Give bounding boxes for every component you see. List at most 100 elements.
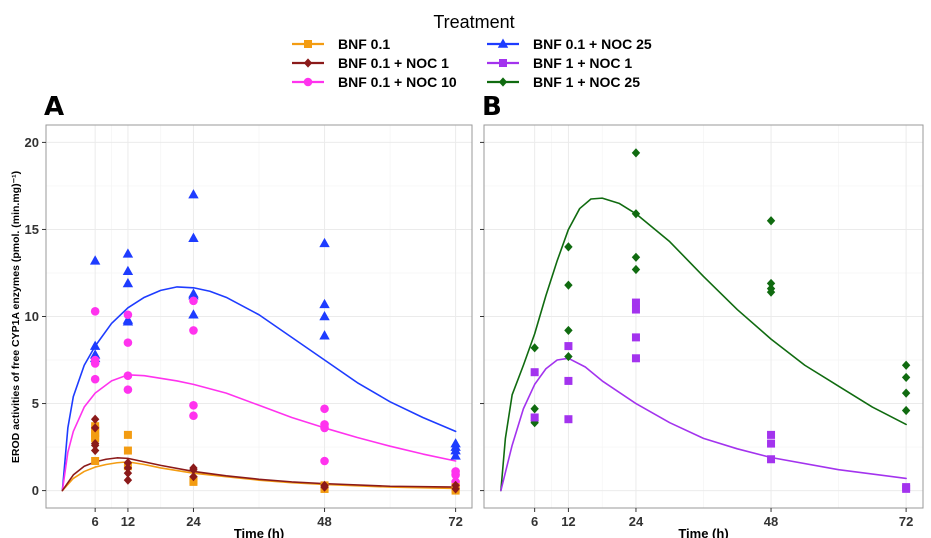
panel-b-curve-bnf-1-noc-25 (500, 197, 907, 492)
panel-a-point-bnf-0-1-noc-25-21 (450, 450, 461, 460)
panel-b-x-tick-label-12: 12 (561, 514, 575, 529)
panel-b-x-tick-label-48: 48 (764, 514, 778, 529)
legend-bnf-0-1-noc-10-label: BNF 0.1 + NOC 10 (338, 74, 457, 90)
panel-a-point-bnf-0-1-noc-10-12 (320, 404, 329, 414)
panel-a-curve-bnf-0-1-noc-10 (61, 374, 457, 492)
panel-b-point-bnf-1-noc-1-4 (564, 415, 573, 424)
panel-b-point-bnf-1-noc-25-0 (530, 343, 539, 353)
panel-b-point-bnf-1-noc-25-1 (530, 404, 539, 414)
panel-b-ticks: 6 12 24 48 72 (480, 141, 913, 529)
panel-a-point-bnf-0-1-noc-25-5 (122, 265, 134, 276)
panel-a-point-bnf-0-1-noc-10-2 (90, 359, 100, 368)
panel-a-x-tick-label-24: 24 (186, 514, 201, 529)
panel-b-x-axis-title: Time (h) (678, 526, 728, 538)
panel-a-y-tick-label-15: 15 (25, 222, 39, 237)
panel-a-point-bnf-0-1-noc-25-20 (450, 445, 461, 455)
panel-a-point-bnf-0-1-7 (123, 446, 132, 455)
panel-b-point-bnf-1-noc-25-11 (631, 264, 641, 275)
panel-a-point-bnf-0-1-noc-1-1 (90, 423, 100, 433)
panel-b-points (530, 148, 911, 493)
panel-a-point-bnf-0-1-noc-1-13 (320, 482, 329, 492)
panel-b-x-tick-label-6: 6 (531, 514, 538, 529)
panel-a-point-bnf-0-1-noc-10-4 (123, 310, 133, 320)
panel-a-point-bnf-0-1-noc-10-5 (123, 338, 133, 347)
legend-bnf-1-noc-1-marker (499, 59, 507, 67)
panel-a-point-bnf-0-1-noc-1-15 (451, 484, 460, 494)
legend-bnf-0-1-noc-1-label: BNF 0.1 + NOC 1 (338, 55, 449, 71)
panel-a-point-bnf-0-1-noc-25-1 (89, 340, 101, 350)
panel-a-point-bnf-0-1-noc-25-17 (319, 330, 330, 340)
panel-a-point-bnf-0-1-noc-1-5 (123, 458, 133, 468)
panel-b-point-bnf-1-noc-25-4 (564, 242, 573, 252)
legend-bnf-0-1-noc-25-label: BNF 0.1 + NOC 25 (533, 36, 652, 52)
panel-a-curve-bnf-0-1-noc-25 (61, 286, 457, 492)
panel-b-point-bnf-1-noc-25-12 (766, 216, 776, 226)
panel-b-point-bnf-1-noc-1-2 (564, 342, 573, 351)
panel-a-curves (61, 286, 457, 492)
legend-bnf-0-1-noc-1-marker (303, 58, 313, 68)
panel-a-point-bnf-0-1-noc-25-10 (188, 232, 199, 242)
panel-a: 6 12 24 48 72 0 5 10 15 20 Time (h) (25, 124, 473, 538)
panel-b-point-bnf-1-noc-1-8 (631, 354, 640, 363)
panel-a-x-tick-label-6: 6 (92, 514, 99, 529)
legend-bnf-0-1-noc-10-marker (303, 77, 313, 87)
panel-b-point-bnf-1-noc-25-7 (564, 351, 573, 362)
panel-b-point-bnf-1-noc-25-18 (901, 388, 911, 398)
legend-bnf-0-1-marker (304, 40, 312, 48)
panel-a-y-tick-label-0: 0 (32, 483, 39, 498)
panel-b-point-bnf-1-noc-1-13 (902, 484, 911, 493)
panel-a-point-bnf-0-1-5 (91, 456, 100, 465)
panel-a-point-bnf-0-1-noc-10-6 (123, 371, 133, 380)
panel-a-point-bnf-0-1-noc-1-10 (189, 465, 198, 475)
panel-a-point-bnf-0-1-4 (91, 434, 100, 443)
panel-b-point-bnf-1-noc-1-11 (767, 455, 776, 464)
panel-b-point-bnf-1-noc-25-17 (901, 372, 911, 383)
panel-b-point-bnf-1-noc-25-6 (564, 325, 573, 336)
legend-items: BNF 0.1 BNF 0.1 + NOC 1 BNF 0.1 + NOC 10 BN… (292, 36, 652, 90)
panel-a-point-bnf-0-1-noc-25-8 (122, 316, 134, 326)
panel-a-point-bnf-0-1-noc-25-16 (319, 311, 330, 321)
panel-a-x-axis-title: Time (h) (234, 526, 284, 538)
panel-a-point-bnf-0-1-noc-10-9 (189, 326, 198, 335)
panel-a-point-bnf-0-1-noc-25-13 (188, 309, 199, 319)
panel-b-point-bnf-1-noc-25-3 (530, 418, 539, 428)
panel-a-curve-bnf-0-1 (61, 461, 457, 492)
panel-b-point-bnf-1-noc-25-15 (766, 287, 776, 297)
panel-a-curve-bnf-0-1-noc-1 (61, 457, 457, 492)
panel-b-curve-bnf-1-noc-1 (500, 357, 907, 492)
panel-a-y-tick-label-10: 10 (25, 309, 39, 324)
panel-letter-b: B (482, 92, 502, 122)
legend-bnf-1-noc-1-label: BNF 1 + NOC 1 (533, 55, 632, 71)
panel-b-point-bnf-1-noc-25-16 (901, 360, 911, 370)
panel-a-point-bnf-0-1-noc-1-0 (90, 414, 100, 424)
panel-a-x-tick-label-72: 72 (448, 514, 462, 529)
panel-a-point-bnf-0-1-6 (123, 430, 132, 439)
panel-a-point-bnf-0-1-noc-25-4 (122, 248, 134, 258)
panel-a-point-bnf-0-1-noc-10-0 (90, 306, 100, 316)
panel-a-y-tick-label-20: 20 (25, 135, 39, 150)
panel-b-point-bnf-1-noc-1-3 (564, 376, 573, 385)
legend: Treatment BNF 0.1 BNF 0.1 + NOC 1 BNF 0.1 … (292, 12, 652, 90)
panel-b-point-bnf-1-noc-1-6 (631, 305, 640, 314)
panel-a-grid (46, 125, 472, 508)
panel-a-x-tick-label-12: 12 (121, 514, 135, 529)
panel-a-point-bnf-0-1-noc-10-7 (123, 385, 133, 394)
panel-a-point-bnf-0-1-noc-10-10 (189, 400, 198, 410)
panel-b-point-bnf-1-noc-1-9 (767, 430, 776, 439)
panel-b-point-bnf-1-noc-1-10 (767, 439, 776, 448)
panel-a-point-bnf-0-1-noc-10-3 (90, 374, 100, 384)
panel-b-point-bnf-1-noc-25-13 (766, 278, 776, 289)
panel-a-ticks: 6 12 24 48 72 0 5 10 15 20 (25, 135, 463, 529)
panel-a-point-bnf-0-1-noc-1-7 (123, 468, 133, 478)
panel-a-x-tick-label-48: 48 (317, 514, 331, 529)
panel-a-point-bnf-0-1-noc-1-8 (123, 475, 133, 485)
panel-a-y-tick-label-5: 5 (32, 396, 39, 411)
panel-b-point-bnf-1-noc-1-7 (631, 333, 640, 342)
panel-a-point-bnf-0-1-noc-10-17 (451, 470, 460, 480)
panel-a-point-bnf-0-1-noc-1-11 (189, 472, 198, 482)
panel-b-point-bnf-1-noc-1-0 (530, 368, 539, 377)
panel-a-points (89, 189, 461, 495)
panel-b-point-bnf-1-noc-1-1 (530, 413, 539, 422)
panel-a-point-bnf-0-1-noc-25-15 (319, 298, 330, 309)
